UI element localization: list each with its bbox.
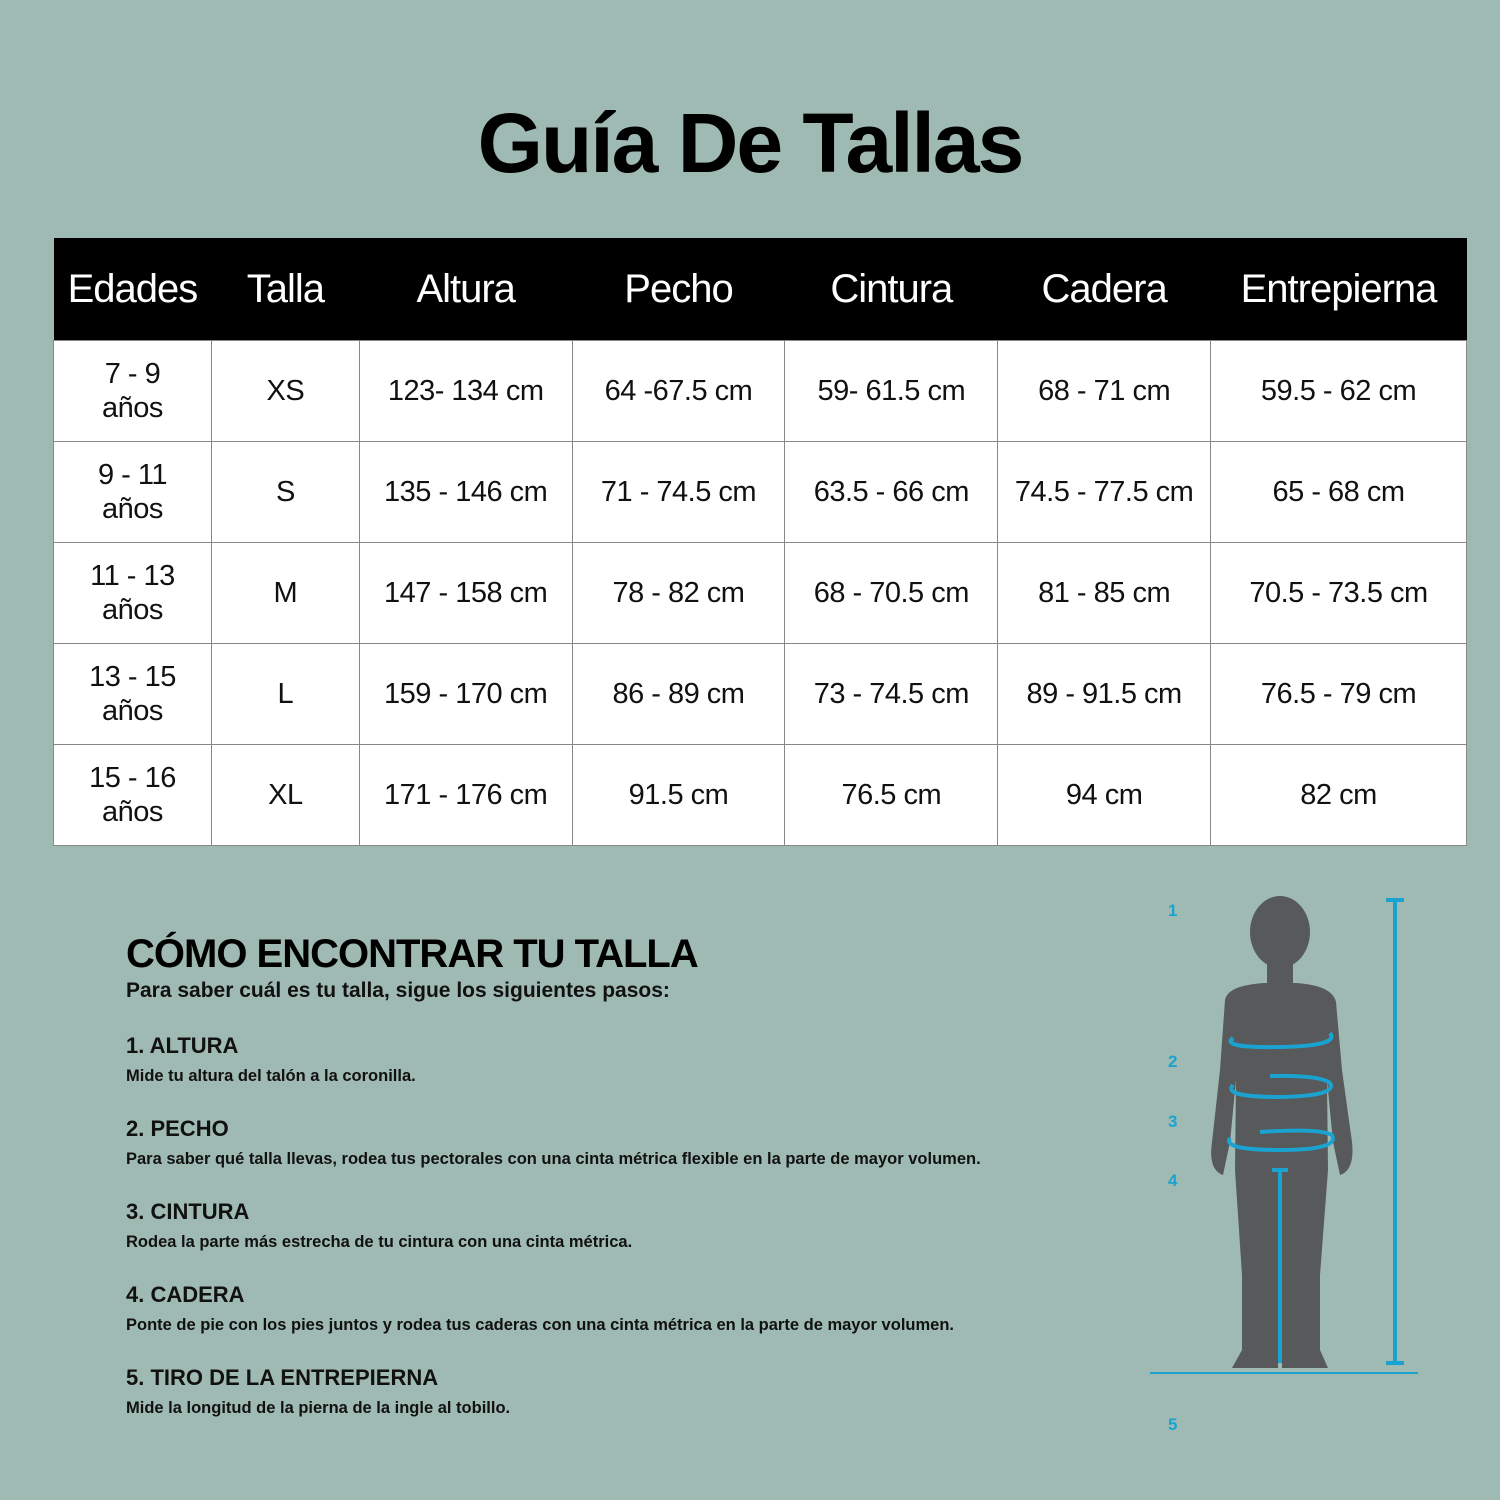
age-cell: 9 - 11 años bbox=[53, 441, 212, 543]
size-cell: L bbox=[210, 643, 360, 745]
age-range: 7 - 9 bbox=[104, 358, 161, 390]
step: 3. CINTURA Rodea la parte más estrecha de… bbox=[126, 1199, 981, 1252]
cadera-cell: 74.5 - 77.5 cm bbox=[997, 441, 1212, 543]
entrepierna-cell: 76.5 - 79 cm bbox=[1210, 643, 1467, 745]
age-unit: años bbox=[102, 392, 163, 424]
marker-3: 3 bbox=[1168, 1112, 1177, 1131]
column-header: Talla bbox=[211, 238, 360, 341]
altura-cell: 147 - 158 cm bbox=[358, 542, 573, 644]
how-to-heading: CÓMO ENCONTRAR TU TALLA bbox=[126, 932, 699, 976]
cintura-cell: 68 - 70.5 cm bbox=[784, 542, 999, 644]
body-measurement-figure: 1 2 3 4 5 bbox=[1150, 880, 1450, 1485]
size-cell: XL bbox=[210, 744, 360, 846]
step: 4. CADERA Ponte de pie con los pies junto… bbox=[126, 1282, 981, 1335]
entrepierna-cell: 70.5 - 73.5 cm bbox=[1210, 542, 1467, 644]
altura-cell: 135 - 146 cm bbox=[358, 441, 573, 543]
step-text: Mide tu altura del talón a la coronilla. bbox=[126, 1067, 416, 1085]
marker-2: 2 bbox=[1168, 1052, 1177, 1071]
cadera-cell: 89 - 91.5 cm bbox=[997, 643, 1212, 745]
table-row: 15 - 16 años XL 171 - 176 cm 91.5 cm 76.5 cm 9… bbox=[53, 744, 1467, 846]
step-title: 5. TIRO DE LA ENTREPIERNA bbox=[126, 1365, 439, 1390]
age-cell: 11 - 13 años bbox=[53, 542, 212, 644]
column-header: Pecho bbox=[572, 238, 785, 341]
table-row: 11 - 13 años M 147 - 158 cm 78 - 82 cm 68 - 7… bbox=[53, 542, 1467, 644]
table-row: 13 - 15 años L 159 - 170 cm 86 - 89 cm 73 - 7… bbox=[53, 643, 1467, 745]
entrepierna-cell: 65 - 68 cm bbox=[1210, 441, 1467, 543]
page-title: Guía De Tallas bbox=[477, 96, 1025, 190]
marker-1: 1 bbox=[1168, 901, 1177, 920]
marker-5: 5 bbox=[1168, 1415, 1177, 1434]
cadera-cell: 68 - 71 cm bbox=[997, 340, 1212, 442]
step-text: Para saber qué talla llevas, rodea tus p… bbox=[126, 1150, 981, 1168]
table-row: 9 - 11 años S 135 - 146 cm 71 - 74.5 cm 63.5 … bbox=[53, 441, 1467, 543]
step-title: 4. CADERA bbox=[126, 1282, 245, 1307]
column-header: Cintura bbox=[784, 238, 998, 341]
cadera-cell: 94 cm bbox=[997, 744, 1212, 846]
size-table: Edades Talla Altura Pecho Cintura Cadera Entre… bbox=[53, 238, 1467, 846]
measurement-lines bbox=[1150, 898, 1418, 1374]
table-row: 7 - 9 años XS 123- 134 cm 64 -67.5 cm 59- 61.… bbox=[53, 340, 1467, 442]
step-text: Rodea la parte más estrecha de tu cintur… bbox=[126, 1233, 633, 1251]
age-cell: 7 - 9 años bbox=[53, 340, 212, 442]
step: 2. PECHO Para saber qué talla llevas, rod… bbox=[126, 1116, 981, 1169]
cintura-cell: 63.5 - 66 cm bbox=[784, 441, 999, 543]
how-to-subheading: Para saber cuál es tu talla, sigue los s… bbox=[126, 979, 670, 1002]
age-unit: años bbox=[102, 796, 163, 828]
age-unit: años bbox=[102, 493, 163, 525]
age-range: 11 - 13 bbox=[90, 560, 175, 592]
age-range: 9 - 11 bbox=[97, 459, 168, 491]
column-header: Entrepierna bbox=[1210, 238, 1467, 341]
pecho-cell: 86 - 89 cm bbox=[571, 643, 786, 745]
column-header: Altura bbox=[359, 238, 573, 341]
altura-cell: 159 - 170 cm bbox=[358, 643, 573, 745]
pecho-cell: 91.5 cm bbox=[571, 744, 786, 846]
how-to-section: CÓMO ENCONTRAR TU TALLA Para saber cuál … bbox=[126, 932, 981, 1418]
pecho-cell: 71 - 74.5 cm bbox=[571, 441, 786, 543]
size-cell: XS bbox=[210, 340, 360, 442]
cadera-cell: 81 - 85 cm bbox=[997, 542, 1212, 644]
step: 1. ALTURA Mide tu altura del talón a la c… bbox=[126, 1033, 981, 1086]
age-unit: años bbox=[102, 695, 163, 727]
step-text: Ponte de pie con los pies juntos y rodea… bbox=[126, 1316, 954, 1334]
marker-4: 4 bbox=[1168, 1171, 1178, 1190]
size-cell: M bbox=[210, 542, 360, 644]
size-cell: S bbox=[210, 441, 360, 543]
cintura-cell: 73 - 74.5 cm bbox=[784, 643, 999, 745]
step-text: Mide la longitud de la pierna de la ingl… bbox=[126, 1399, 511, 1417]
step-title: 1. ALTURA bbox=[126, 1033, 239, 1058]
column-header: Edades bbox=[53, 238, 212, 341]
cintura-cell: 76.5 cm bbox=[784, 744, 999, 846]
age-range: 13 - 15 bbox=[89, 661, 176, 693]
cintura-cell: 59- 61.5 cm bbox=[784, 340, 999, 442]
entrepierna-cell: 59.5 - 62 cm bbox=[1210, 340, 1467, 442]
age-range: 15 - 16 bbox=[89, 762, 176, 794]
pecho-cell: 64 -67.5 cm bbox=[571, 340, 786, 442]
step-title: 3. CINTURA bbox=[126, 1199, 250, 1224]
step-title: 2. PECHO bbox=[126, 1116, 229, 1141]
altura-cell: 123- 134 cm bbox=[358, 340, 573, 442]
pecho-cell: 78 - 82 cm bbox=[571, 542, 786, 644]
column-header: Cadera bbox=[997, 238, 1211, 341]
step: 5. TIRO DE LA ENTREPIERNA Mide la longitu… bbox=[126, 1365, 981, 1418]
age-cell: 13 - 15 años bbox=[53, 643, 212, 745]
entrepierna-cell: 82 cm bbox=[1210, 744, 1467, 846]
table-header-row: Edades Talla Altura Pecho Cintura Cadera Entre… bbox=[53, 238, 1467, 341]
age-unit: años bbox=[102, 594, 163, 626]
altura-cell: 171 - 176 cm bbox=[358, 744, 573, 846]
age-cell: 15 - 16 años bbox=[53, 744, 212, 846]
